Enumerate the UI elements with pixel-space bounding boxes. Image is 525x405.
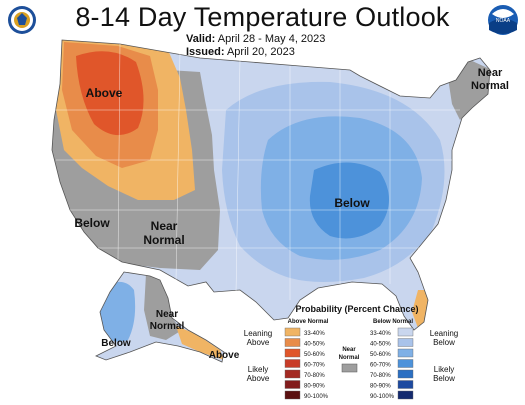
issued-date: Issued: April 20, 2023 — [186, 46, 295, 58]
legend-above-swatch-4 — [284, 359, 301, 368]
legend-above-swatch-1 — [284, 327, 301, 337]
leaning-below-background — [52, 40, 490, 330]
legend-above-swatch-7 — [284, 390, 301, 400]
legend-below-swatch-3 — [397, 348, 414, 358]
legend-above-label-1: 33-40% — [304, 331, 325, 337]
legend-below-label-7: 90-100% — [370, 394, 395, 400]
legend-below-label-1: 33-40% — [370, 331, 391, 337]
above-40-50-region — [62, 42, 158, 168]
legend-above-swatch-3 — [284, 348, 301, 358]
legend-above-label-7: 90-100% — [304, 394, 329, 400]
legend-likely-above-line2: Above — [247, 374, 270, 383]
alaska-below-region — [99, 281, 136, 342]
label-below-west: Below — [74, 216, 110, 230]
conus-outline — [51, 39, 491, 331]
label-above: Above — [86, 86, 123, 100]
alaska-above-region — [176, 326, 224, 360]
label-near-normal-ne-line1: Near — [478, 67, 503, 79]
valid-value: April 28 - May 4, 2023 — [217, 33, 326, 45]
alaska-near-normal-region — [144, 274, 182, 340]
legend-below-label-2: 40-50% — [370, 342, 391, 348]
state-boundaries — [54, 43, 460, 300]
legend-above-label-2: 40-50% — [304, 342, 325, 348]
legend-below-label-6: 80-90% — [370, 384, 391, 390]
legend-below-label-4: 60-70% — [370, 363, 391, 369]
legend-above-label-5: 70-80% — [304, 373, 325, 379]
label-below-east: Below — [334, 196, 370, 210]
legend-near-normal-line2: Normal — [339, 355, 360, 361]
alaska-leaning-below — [96, 272, 224, 362]
legend: Probability (Percent Chance) Above Norma… — [244, 304, 458, 400]
legend-below-label-5: 70-80% — [370, 373, 391, 379]
label-alaska-above: Above — [209, 350, 240, 361]
legend-leaning-below-line2: Below — [433, 338, 455, 347]
legend-title: Probability (Percent Chance) — [295, 304, 418, 314]
issued-label: Issued: — [186, 46, 225, 58]
legend-above-label-6: 80-90% — [304, 384, 325, 390]
valid-label: Valid: — [186, 33, 216, 45]
valid-dates: Valid: April 28 - May 4, 2023 — [186, 33, 325, 45]
label-near-normal-west-line2: Normal — [143, 233, 184, 247]
page-title: 8-14 Day Temperature Outlook — [75, 2, 450, 32]
label-alaska-near-line1: Near — [156, 309, 178, 320]
legend-leaning-below-line1: Leaning — [430, 329, 458, 338]
legend-likely-below-line1: Likely — [434, 365, 454, 374]
legend-below-label-3: 50-60% — [370, 352, 391, 358]
legend-below-header: Below Normal — [373, 319, 413, 325]
label-near-normal-west-line1: Near — [151, 219, 178, 233]
label-alaska-near-line2: Normal — [150, 321, 185, 332]
label-alaska-below: Below — [101, 338, 131, 349]
legend-near-normal-swatch — [341, 363, 358, 373]
legend-leaning-above-line2: Above — [247, 338, 270, 347]
legend-above-label-3: 50-60% — [304, 352, 325, 358]
legend-above-swatch-5 — [284, 369, 301, 379]
legend-above-label-4: 60-70% — [304, 363, 325, 369]
issued-value: April 20, 2023 — [226, 46, 295, 58]
below-60-70-region — [309, 162, 389, 239]
legend-below-swatch-4 — [397, 359, 414, 368]
legend-near-normal-line1: Near — [342, 347, 356, 353]
alaska-outline — [95, 271, 225, 363]
conus-shading — [52, 40, 490, 330]
legend-below-swatch-2 — [397, 338, 414, 347]
above-50-60-region — [76, 51, 144, 136]
legend-below-swatch-5 — [397, 369, 414, 379]
above-florida-region — [412, 290, 432, 328]
below-50-60-region — [260, 116, 422, 260]
near-normal-west-region — [52, 70, 220, 270]
legend-likely-above-line1: Likely — [248, 365, 268, 374]
legend-below-rows: 33-40% 40-50% 50-60% 60-70% 70-80% 80-90% 90-1… — [370, 327, 414, 400]
legend-leaning-above-line1: Leaning — [244, 329, 272, 338]
legend-above-swatch-6 — [284, 380, 301, 389]
legend-likely-below-line2: Below — [433, 374, 455, 383]
above-33-40-region — [56, 40, 195, 200]
legend-above-rows: 33-40% 40-50% 50-60% 60-70% 70-80% 80-90% 90-1… — [284, 327, 329, 400]
legend-below-swatch-6 — [397, 380, 414, 389]
legend-below-swatch-1 — [397, 327, 414, 337]
near-normal-northeast-region — [448, 60, 490, 120]
legend-above-header: Above Normal — [288, 319, 329, 325]
legend-below-swatch-7 — [397, 390, 414, 400]
alaska-shading — [96, 272, 224, 362]
legend-above-swatch-2 — [284, 338, 301, 347]
below-40-50-region — [222, 81, 445, 282]
label-near-normal-ne-line2: Normal — [471, 80, 509, 92]
